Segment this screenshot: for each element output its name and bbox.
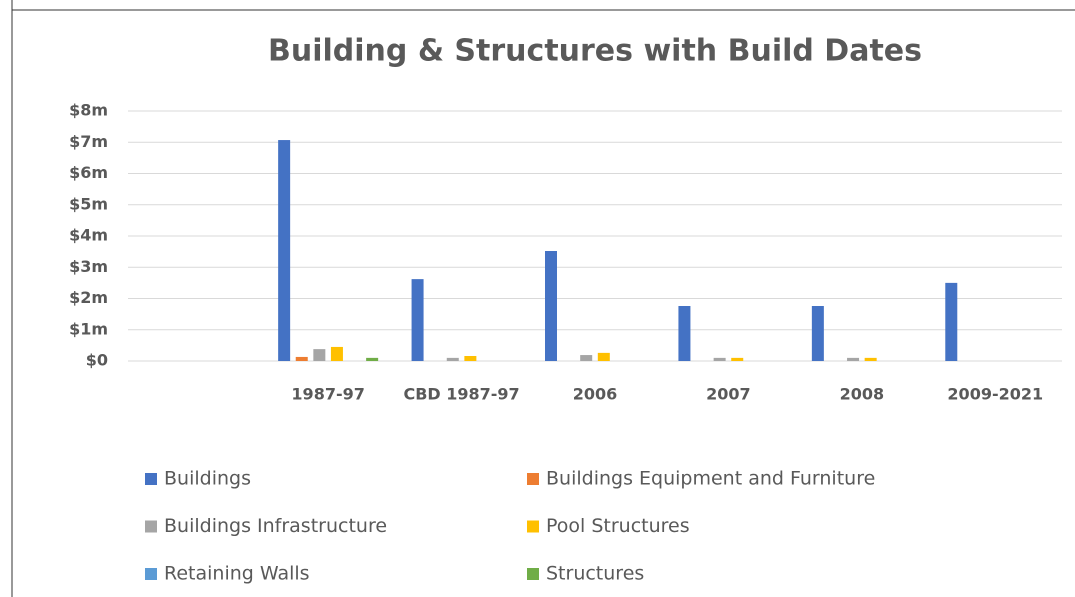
bar [945,282,958,361]
legend-swatch [527,568,539,580]
legend-swatch [145,520,157,533]
legend-label: Buildings [164,468,251,490]
bar [731,357,744,361]
x-tick-label: 1987-97 [291,385,364,404]
legend-label: Buildings Equipment and Furniture [546,468,875,490]
legend-swatch [145,568,157,580]
legend-swatch [145,473,157,485]
bar [330,346,343,361]
y-tick-label: $5m [69,194,108,213]
y-tick-label: $2m [69,288,108,307]
x-tick-label: 2006 [573,385,618,404]
bar [713,357,726,361]
legend-label: Buildings Infrastructure [164,515,387,537]
bar [597,352,610,361]
bar [811,306,824,361]
bar [678,306,691,361]
legend-swatch [527,473,539,485]
bar [446,357,459,361]
x-tick-label: CBD 1987-97 [403,385,519,404]
legend-label: Retaining Walls [164,563,310,585]
bar [580,355,593,361]
bar [847,357,860,361]
legend-label: Structures [546,563,644,585]
x-tick-label: 2009-2021 [947,385,1043,404]
chart-title: Building & Structures with Build Dates [268,34,922,69]
legend-swatch [527,520,539,533]
y-tick-label: $4m [69,226,108,245]
bar [278,140,291,361]
bar [295,356,308,361]
y-tick-label: $6m [69,163,108,182]
x-tick-label: 2008 [840,385,885,404]
y-tick-label: $0 [86,351,108,370]
bar [864,357,877,361]
bar [366,357,379,361]
legend-label: Pool Structures [546,515,690,537]
x-tick-label: 2007 [706,385,751,404]
y-tick-label: $3m [69,257,108,276]
bar [545,251,557,361]
y-tick-label: $7m [69,132,108,151]
bar [411,279,424,361]
y-tick-label: $1m [69,319,108,338]
y-tick-label: $8m [69,101,108,120]
bar [313,349,326,361]
bar [464,356,477,361]
